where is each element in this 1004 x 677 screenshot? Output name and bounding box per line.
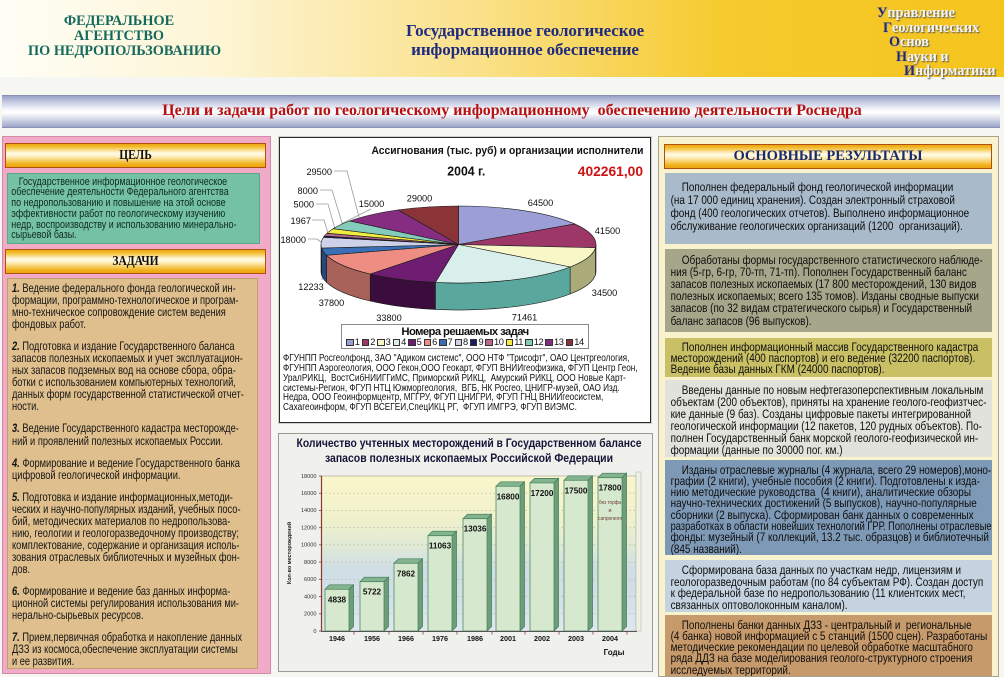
svg-text:29500: 29500 bbox=[306, 167, 332, 177]
svg-text:1967: 1967 bbox=[291, 216, 311, 226]
svg-text:5000: 5000 bbox=[294, 200, 314, 210]
svg-text:2004 г.: 2004 г. bbox=[447, 164, 485, 179]
svg-text:Кол-во месторождений: Кол-во месторождений bbox=[286, 522, 293, 584]
svg-text:16800: 16800 bbox=[497, 492, 520, 501]
svg-text:и: и bbox=[608, 508, 611, 514]
svg-text:1976: 1976 bbox=[432, 634, 448, 643]
svg-text:17500: 17500 bbox=[565, 486, 588, 495]
svg-text:1946: 1946 bbox=[329, 634, 345, 643]
svg-text:2000: 2000 bbox=[304, 612, 316, 618]
svg-text:29000: 29000 bbox=[407, 194, 433, 204]
svg-text:11063: 11063 bbox=[429, 542, 452, 551]
svg-text:1956: 1956 bbox=[364, 634, 380, 643]
svg-text:37800: 37800 bbox=[319, 298, 345, 308]
svg-text:18000: 18000 bbox=[280, 235, 306, 245]
svg-text:18000: 18000 bbox=[301, 474, 317, 480]
svg-text:2004: 2004 bbox=[602, 634, 618, 643]
svg-text:12233: 12233 bbox=[298, 282, 324, 292]
svg-text:без торфа: без торфа bbox=[599, 500, 621, 506]
svg-text:4000: 4000 bbox=[304, 594, 316, 600]
svg-text:4838: 4838 bbox=[328, 595, 347, 604]
svg-text:2003: 2003 bbox=[568, 634, 584, 643]
svg-text:34500: 34500 bbox=[592, 288, 618, 298]
svg-text:64500: 64500 bbox=[528, 198, 554, 208]
svg-text:10000: 10000 bbox=[301, 543, 317, 549]
svg-text:Количество учтенных месторожде: Количество учтенных месторождений в Госу… bbox=[297, 436, 642, 450]
svg-text:Ассигнования (тыс. руб) и орга: Ассигнования (тыс. руб) и организации ис… bbox=[372, 145, 644, 157]
svg-text:сапропеля: сапропеля bbox=[598, 516, 622, 522]
svg-text:17800: 17800 bbox=[599, 484, 622, 493]
svg-text:запасов полезных ископаемых Ро: запасов полезных ископаемых Российской Ф… bbox=[325, 451, 613, 465]
svg-text:0: 0 bbox=[313, 629, 316, 635]
svg-text:15000: 15000 bbox=[359, 199, 385, 209]
svg-text:2001: 2001 bbox=[500, 634, 516, 643]
svg-text:8000: 8000 bbox=[298, 186, 318, 196]
svg-text:5722: 5722 bbox=[363, 588, 382, 597]
svg-text:16000: 16000 bbox=[301, 491, 317, 497]
svg-text:1986: 1986 bbox=[467, 634, 483, 643]
svg-text:8000: 8000 bbox=[304, 560, 316, 566]
svg-text:14000: 14000 bbox=[301, 508, 317, 514]
svg-text:1966: 1966 bbox=[398, 634, 414, 643]
svg-text:2002: 2002 bbox=[534, 634, 550, 643]
svg-text:71461: 71461 bbox=[512, 313, 538, 323]
svg-text:13036: 13036 bbox=[464, 525, 487, 534]
svg-text:17200: 17200 bbox=[531, 489, 554, 498]
svg-text:Годы: Годы bbox=[604, 648, 625, 657]
svg-text:33800: 33800 bbox=[376, 313, 402, 323]
svg-text:402261,00: 402261,00 bbox=[578, 164, 644, 179]
svg-text:41500: 41500 bbox=[595, 226, 621, 236]
svg-text:7862: 7862 bbox=[397, 569, 416, 578]
svg-text:6000: 6000 bbox=[304, 577, 316, 583]
svg-text:12000: 12000 bbox=[301, 526, 317, 532]
